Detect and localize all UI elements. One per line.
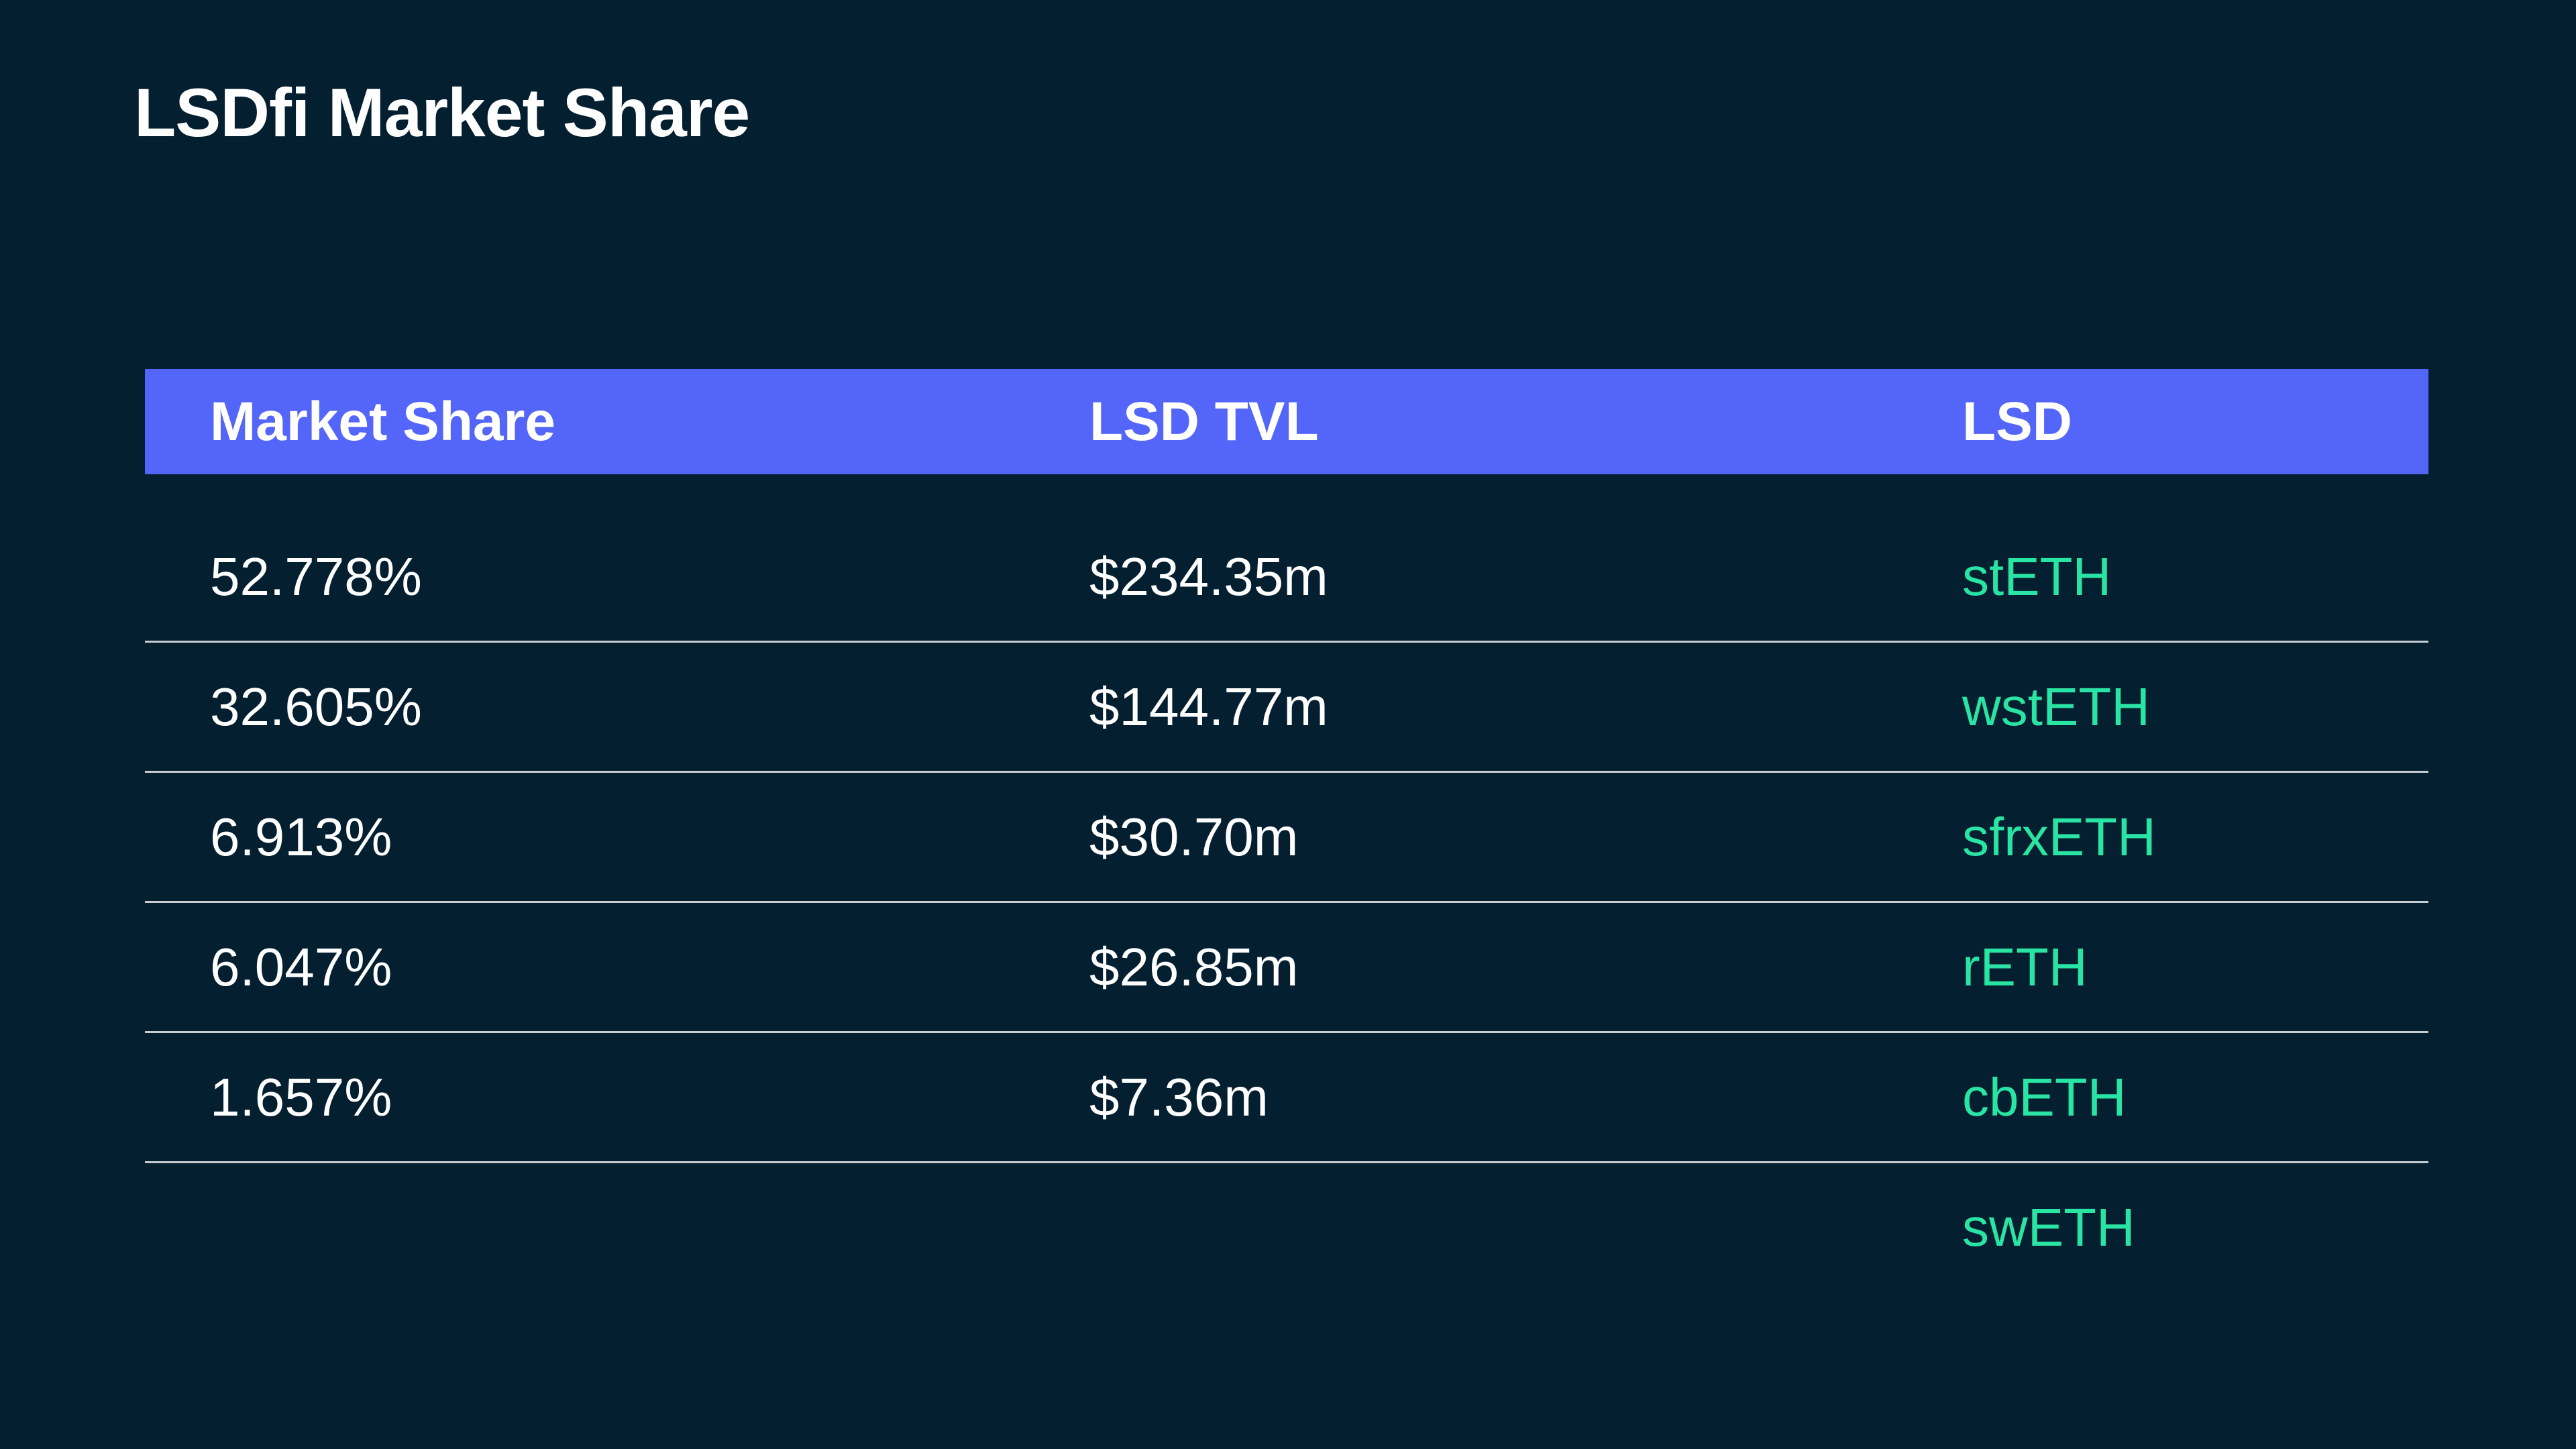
market-share-value: 6.913% <box>210 806 392 867</box>
page-title: LSDfi Market Share <box>134 74 750 151</box>
lsd-tvl-value: $26.85m <box>1089 936 1299 997</box>
market-share-value: 6.047% <box>210 936 392 997</box>
market-share-table: Market Share LSD TVL LSD 52.778% $234.35… <box>145 369 2428 1291</box>
lsd-token-link[interactable]: wstETH <box>1962 676 2150 737</box>
table-row: 52.778% $234.35m stETH <box>145 513 2428 643</box>
market-share-value: 1.657% <box>210 1067 392 1127</box>
lsd-token-link[interactable]: rETH <box>1962 936 2088 997</box>
lsd-tvl-value: $30.70m <box>1089 806 1299 867</box>
market-share-value: 32.605% <box>210 676 422 737</box>
lsd-token-link[interactable]: sfrxETH <box>1962 806 2156 867</box>
market-share-value: 52.778% <box>210 546 422 606</box>
lsd-tvl-value: $7.36m <box>1089 1067 1269 1127</box>
table-row: 32.605% $144.77m wstETH <box>145 643 2428 773</box>
table-row: 6.913% $30.70m sfrxETH <box>145 773 2428 903</box>
lsd-token-link[interactable]: cbETH <box>1962 1067 2127 1127</box>
header-lsd-tvl: LSD TVL <box>1089 390 1319 452</box>
table-header-row: Market Share LSD TVL LSD <box>145 369 2428 474</box>
lsd-token-link[interactable]: stETH <box>1962 546 2112 606</box>
table-row: 1.657% $7.36m cbETH <box>145 1033 2428 1163</box>
lsd-token-link[interactable]: swETH <box>1962 1197 2135 1257</box>
header-lsd: LSD <box>1962 390 2072 452</box>
lsd-tvl-value: $234.35m <box>1089 546 1328 606</box>
table-body: 52.778% $234.35m stETH 32.605% $144.77m … <box>145 513 2428 1291</box>
lsd-tvl-value: $144.77m <box>1089 676 1328 737</box>
table-row: swETH <box>145 1163 2428 1291</box>
header-market-share: Market Share <box>210 390 556 452</box>
table-row: 6.047% $26.85m rETH <box>145 903 2428 1033</box>
